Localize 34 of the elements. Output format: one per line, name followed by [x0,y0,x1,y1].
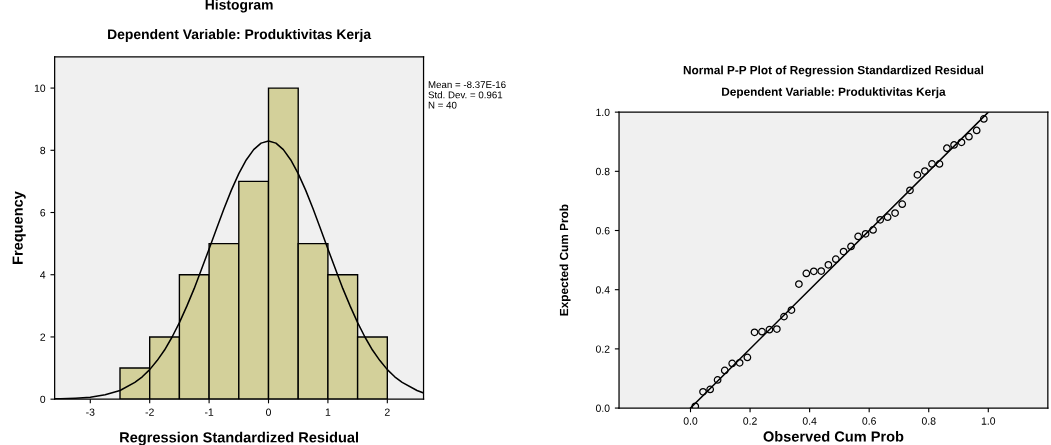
y-tick-label: 0.6 [595,227,610,235]
x-tick-label: 2 [384,408,390,416]
x-tick-label: 0.0 [683,417,698,425]
text: Mean = -8.37E-16 [428,81,506,89]
x-tick-label: 0.8 [921,417,936,425]
y-axis-title: Frequency [12,191,26,264]
x-tick-label: 0.4 [802,417,817,425]
y-tick-label: 0 [40,395,46,404]
y-tick-label: 0.2 [595,345,610,353]
y-tick-label: 1.0 [596,108,610,117]
y-tick-label: 8 [40,146,46,155]
text: N = 40 [428,101,457,109]
y-tick-label: 6 [40,209,46,217]
x-tick-label: -3 [86,408,95,416]
chart-title: Normal P-P Plot of Regression Standardized Residual [683,65,984,77]
x-tick-label: 0.2 [743,417,757,425]
text: Std. Dev. = 0.961 [428,91,503,99]
y-tick-label: 2 [40,333,46,341]
x-tick-label: -2 [145,408,154,416]
x-tick-label: -1 [204,408,214,416]
y-tick-label: 0.4 [595,286,610,294]
x-tick-label: 1 [325,408,331,416]
x-axis-title: Regression Standardized Residual [120,431,359,445]
y-tick-label: 4 [40,271,46,279]
x-tick-label: 0.6 [862,417,876,425]
x-tick-label: 0 [266,408,271,416]
y-axis-title: Expected Cum Prob [559,204,571,316]
y-tick-label: 10 [34,84,46,92]
chart-title: Histogram [205,0,273,13]
x-axis-title: Observed Cum Prob [763,430,904,442]
x-tick-label: 1.0 [981,417,996,425]
chart-subtitle: Dependent Variable: Produktivitas Kerja [722,87,946,99]
chart-subtitle: Dependent Variable: Produktivitas Kerja [108,28,372,42]
y-tick-label: 0.8 [595,167,610,176]
